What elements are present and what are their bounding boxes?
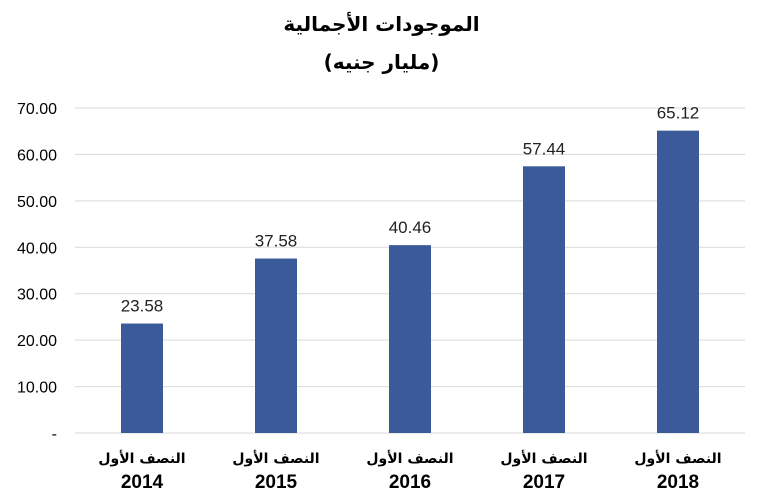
bar (523, 166, 565, 434)
chart-title: الموجودات الأجمالية (283, 12, 480, 36)
data-label: 40.46 (389, 218, 432, 237)
x-category-year: 2015 (255, 472, 298, 493)
y-tick-label: 20.00 (17, 333, 57, 350)
x-category-year: 2016 (389, 472, 431, 493)
x-category-label: النصف الأول (500, 450, 587, 467)
x-category-label: النصف الأول (366, 450, 453, 467)
x-category-label: النصف الأول (634, 450, 721, 467)
chart-subtitle: (مليار جنيه) (323, 50, 440, 74)
y-tick-label: - (52, 426, 57, 443)
data-label: 57.44 (523, 139, 566, 158)
x-category-year: 2017 (523, 472, 565, 493)
y-tick-label: 60.00 (17, 147, 57, 164)
data-label: 37.58 (255, 232, 298, 251)
y-tick-label: 50.00 (17, 194, 57, 211)
bar (255, 258, 297, 433)
y-tick-label: 10.00 (17, 380, 57, 397)
y-tick-label: 40.00 (17, 240, 57, 257)
bar (121, 323, 163, 433)
x-category-year: 2014 (121, 472, 164, 493)
y-tick-label: 30.00 (17, 287, 57, 304)
x-category-label: النصف الأول (232, 450, 319, 467)
x-category-label: النصف الأول (98, 450, 185, 467)
y-tick-label: 70.00 (17, 101, 57, 118)
bar (657, 130, 699, 433)
data-label: 23.58 (121, 297, 164, 316)
x-category-year: 2018 (657, 472, 699, 493)
data-label: 65.12 (657, 104, 700, 123)
bar (389, 245, 431, 433)
